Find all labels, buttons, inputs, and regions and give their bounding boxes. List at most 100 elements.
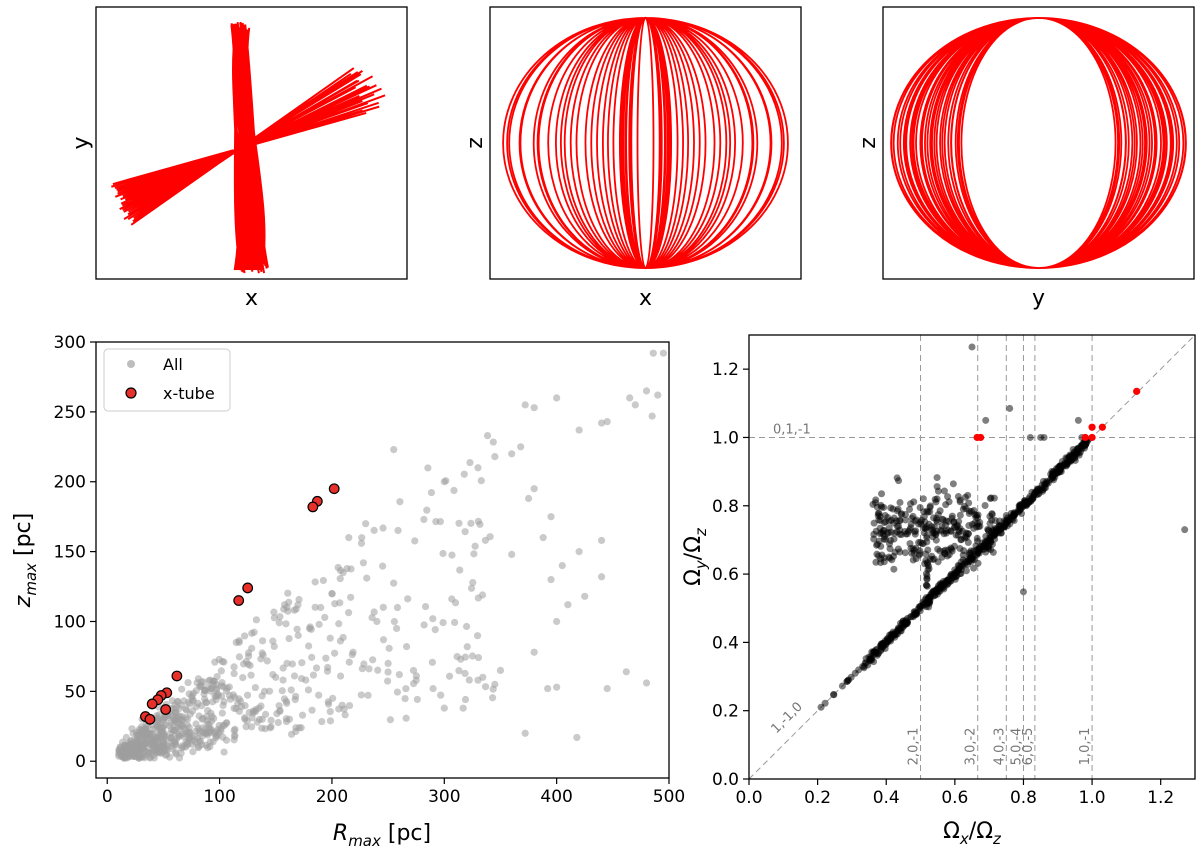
all-point — [258, 637, 267, 645]
all-point — [255, 704, 263, 712]
legend-all-label: All — [163, 355, 183, 374]
all-point — [547, 513, 555, 521]
freq-point — [925, 565, 933, 573]
xtube-point — [171, 670, 183, 682]
all-point — [214, 725, 222, 734]
all-point — [232, 704, 240, 713]
all-point — [270, 614, 278, 622]
freq-point — [913, 610, 921, 618]
all-point — [369, 656, 377, 664]
all-point — [642, 679, 651, 687]
freq-point — [934, 558, 942, 566]
freq-point — [1033, 486, 1041, 494]
freq-point — [933, 527, 941, 535]
all-point — [247, 671, 255, 679]
all-point — [467, 584, 476, 592]
all-point — [135, 752, 144, 761]
all-point — [215, 655, 223, 664]
all-point — [348, 650, 356, 659]
freq-point — [1059, 462, 1067, 470]
all-point — [248, 723, 256, 731]
all-point — [302, 676, 310, 684]
all-point — [626, 394, 634, 402]
freq-point — [889, 632, 897, 640]
freq-point — [890, 565, 898, 573]
all-point — [437, 691, 445, 699]
all-point — [368, 613, 376, 622]
all-point — [258, 649, 266, 657]
all-point — [336, 672, 345, 680]
all-point — [258, 724, 266, 732]
all-point — [468, 652, 477, 660]
y-tick-label: 1.2 — [712, 360, 739, 380]
all-point — [642, 387, 651, 395]
all-point — [357, 539, 366, 547]
all-point — [477, 477, 485, 485]
all-point — [186, 710, 194, 718]
freq-point — [948, 512, 956, 520]
orbit-xy-curve — [111, 21, 386, 274]
all-point — [136, 746, 144, 754]
freq-point — [926, 597, 934, 605]
x-tick-label: 200 — [316, 787, 348, 807]
all-point — [223, 719, 231, 727]
all-point — [304, 686, 313, 694]
all-point — [573, 733, 581, 742]
freq-point — [941, 546, 949, 554]
all-point — [427, 488, 436, 497]
freq-point — [909, 545, 917, 553]
freq-point — [906, 505, 914, 513]
freq-point — [902, 616, 910, 624]
rmax-zmax-xlabel: Rmax [pc] — [333, 821, 431, 850]
all-point — [390, 579, 398, 587]
all-point — [553, 683, 561, 691]
freq-ratio-frame — [748, 334, 1196, 780]
all-point — [455, 519, 463, 527]
all-point — [278, 687, 286, 695]
all-point — [315, 620, 323, 628]
y-tick-label: 250 — [54, 403, 86, 423]
all-point — [291, 692, 300, 700]
freq-point — [855, 666, 863, 674]
all-point — [267, 716, 275, 724]
all-point — [474, 517, 482, 525]
all-point — [318, 717, 326, 726]
all-point — [180, 733, 188, 741]
freq-point — [844, 676, 852, 684]
all-point — [230, 726, 238, 735]
all-point — [445, 672, 454, 680]
vertical-resonance-label: 4,0,-3 — [992, 728, 1007, 766]
all-point — [324, 663, 332, 672]
all-point — [524, 494, 533, 503]
all-point — [470, 550, 478, 558]
freq-point — [886, 545, 894, 553]
vertical-resonance-label: 3,0,-2 — [964, 728, 979, 766]
all-point — [440, 704, 448, 712]
all-point — [423, 506, 431, 514]
x-tick-label: 0.6 — [941, 788, 968, 808]
rmax-xlabel-sub: max — [348, 832, 381, 850]
x-tick-label: 100 — [203, 787, 235, 807]
all-point — [282, 717, 291, 726]
all-point — [326, 634, 334, 642]
freq-point — [992, 528, 1000, 536]
all-point — [146, 754, 154, 762]
freq-point — [959, 556, 967, 564]
all-point — [530, 485, 538, 493]
freq-point — [881, 518, 889, 526]
freq-point — [924, 508, 932, 516]
freq-point — [830, 691, 838, 699]
freq-point — [909, 512, 917, 520]
freq-point — [1002, 517, 1010, 525]
freq-point — [945, 518, 953, 526]
all-point — [319, 576, 327, 585]
freq-point — [923, 582, 931, 590]
all-point — [357, 691, 365, 699]
freq-point — [938, 522, 946, 530]
all-point — [558, 561, 566, 570]
all-point — [424, 464, 432, 472]
all-point — [282, 620, 290, 628]
all-point — [248, 714, 256, 722]
all-point — [575, 548, 583, 556]
freq-point — [947, 545, 955, 553]
